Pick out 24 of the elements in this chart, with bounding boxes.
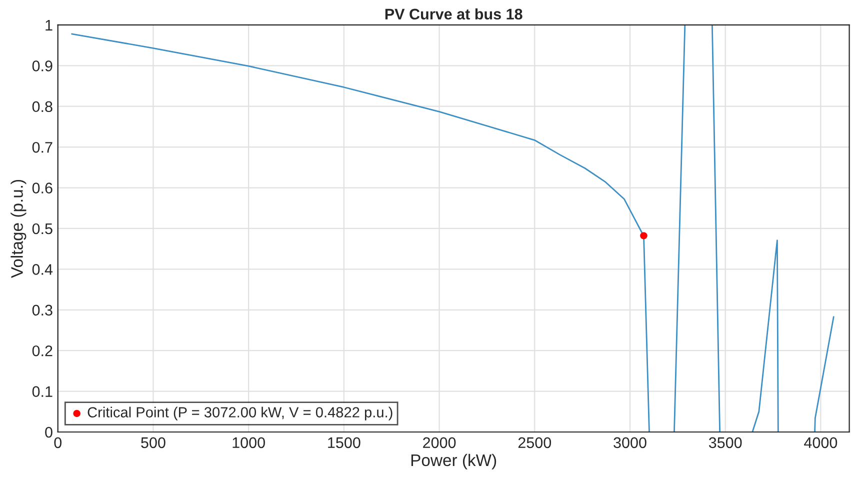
x-tick-label: 3500: [708, 437, 742, 448]
x-tick-label: 2500: [518, 437, 552, 448]
y-axis-title: Voltage (p.u.): [10, 180, 26, 278]
y-tick-label: 1: [46, 20, 52, 30]
y-tick-label: 0.1: [32, 386, 52, 397]
x-tick-label: 1500: [328, 437, 360, 448]
x-axis-title: Power (kW): [411, 454, 496, 470]
x-tick-label: 0: [54, 437, 62, 448]
y-tick-label: 0.5: [32, 223, 52, 234]
y-tick-label: 0: [45, 426, 52, 438]
y-tick-label: 0.6: [32, 182, 52, 194]
legend-label: Critical Point (P = 3072.00 kW, V = 0.4822 p.u.): [88, 406, 392, 420]
y-tick-label: 0.4: [32, 264, 53, 275]
x-tick-label: 1000: [232, 437, 265, 448]
y-tick-label: 0.2: [32, 345, 52, 356]
y-tick-label: 0.9: [32, 60, 52, 72]
x-tick-label: 2000: [423, 437, 456, 448]
y-tick-label: 0.3: [32, 304, 52, 316]
y-tick-label: 0.7: [32, 142, 52, 153]
y-tick-label: 0.8: [32, 101, 52, 112]
x-tick-label: 500: [141, 437, 166, 448]
x-tick-label: 3000: [614, 437, 646, 448]
x-tick-label: 4000: [804, 437, 838, 448]
chart-title: PV Curve at bus 18: [385, 8, 522, 20]
